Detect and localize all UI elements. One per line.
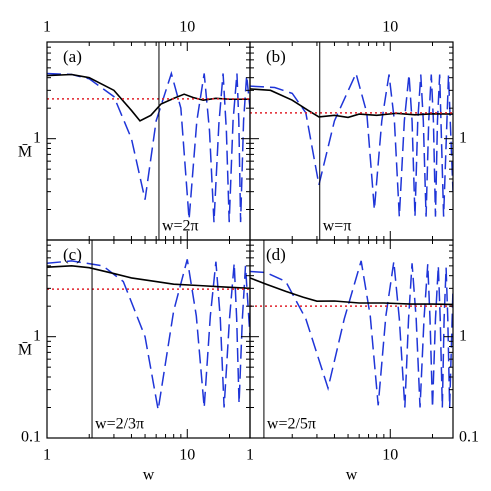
panel-label: (a) xyxy=(63,47,82,66)
panel-frame xyxy=(249,239,454,439)
y-tick-label: 1 xyxy=(33,327,41,344)
reference-label: w=2/5π xyxy=(267,416,316,433)
y-axis-label: M̄ xyxy=(18,342,32,359)
reference-label: w=2/3π xyxy=(95,416,144,433)
series-line xyxy=(47,259,250,410)
series-line xyxy=(250,71,453,217)
panel-label: (d) xyxy=(266,245,286,264)
x-tick-label: 10 xyxy=(382,19,398,36)
panel-frame xyxy=(46,239,251,439)
x-axis-label: w xyxy=(143,467,155,484)
reference-label: w=2π xyxy=(162,218,199,235)
series-line xyxy=(250,88,453,119)
x-tick-label: 10 xyxy=(179,447,195,464)
series-line xyxy=(47,70,250,223)
x-tick-label: 10 xyxy=(179,19,195,36)
series-line xyxy=(47,73,250,122)
x-tick-label: 1 xyxy=(43,447,51,464)
x-tick-label: 10 xyxy=(382,447,398,464)
reference-label: w=π xyxy=(323,218,352,235)
y-tick-label: 0.1 xyxy=(21,429,41,446)
y-tick-label: 1 xyxy=(459,327,467,344)
y-axis-label: M̄ xyxy=(18,144,32,161)
y-tick-label: 0.1 xyxy=(459,429,479,446)
y-tick-label: 1 xyxy=(459,129,467,146)
series-line xyxy=(47,265,250,290)
x-tick-label: 1 xyxy=(246,447,254,464)
panel-frame xyxy=(249,41,454,241)
y-tick-label: 1 xyxy=(33,129,41,146)
plot-area xyxy=(47,259,250,410)
plot-area xyxy=(250,71,453,217)
panel-label: (b) xyxy=(266,47,286,66)
x-tick-label: 1 xyxy=(43,19,51,36)
panel-frame xyxy=(46,41,251,241)
plot-area xyxy=(250,260,453,408)
panel-label: (c) xyxy=(63,245,82,264)
series-line xyxy=(250,260,453,408)
series-line xyxy=(250,277,453,306)
plot-area xyxy=(47,70,250,223)
x-axis-label: w xyxy=(346,467,358,484)
